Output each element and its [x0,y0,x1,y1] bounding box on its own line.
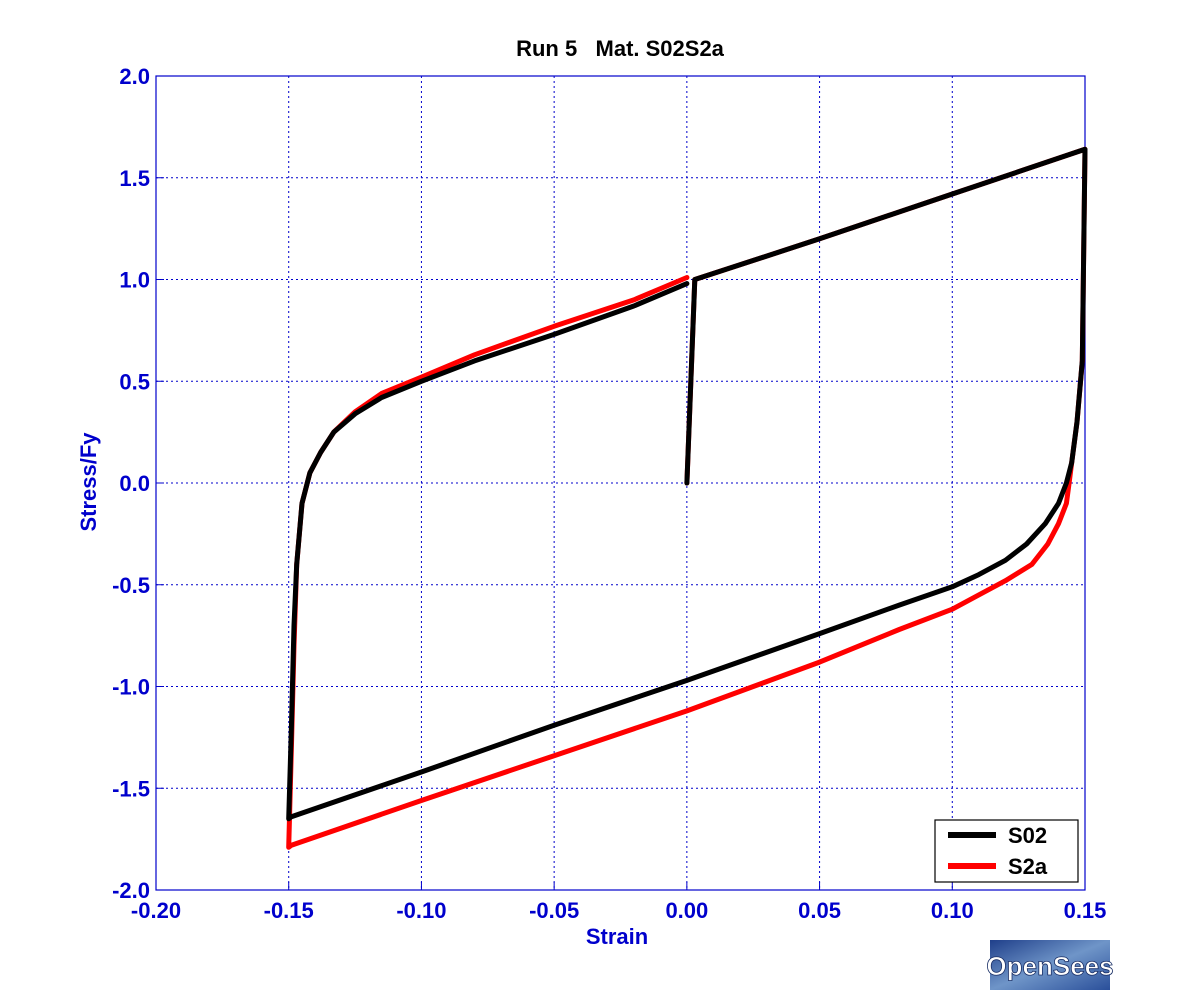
x-tick-label: 0.00 [665,898,708,923]
y-tick-label: 0.5 [119,369,150,394]
y-tick-label: -2.0 [112,878,150,903]
y-tick-label: -0.5 [112,573,150,598]
x-tick-label: -0.15 [264,898,314,923]
legend: S02 S2a [934,819,1079,883]
x-axis-title: Strain [586,924,648,949]
legend-label-s2a: S2a [1008,854,1048,879]
x-tick-label: -0.20 [131,898,181,923]
y-tick-label: 2.0 [119,64,150,89]
y-axis-title: Stress/Fy [76,432,101,532]
legend-box [934,819,1079,883]
legend-label-s02: S02 [1008,823,1047,848]
x-tick-label: -0.10 [396,898,446,923]
series-lines [286,146,1088,850]
logo-background [990,940,1110,990]
x-tick-label: 0.10 [931,898,974,923]
chart-title: Run 5 Mat. S02S2a [516,36,725,61]
x-axis-ticks: -0.20 -0.15 -0.10 -0.05 0.00 0.05 0.10 0.15 [131,882,1106,923]
y-tick-label: 1.0 [119,268,150,293]
x-tick-label: 0.05 [798,898,841,923]
x-tick-label: 0.15 [1064,898,1107,923]
logo-text: OpenSees [986,951,1113,981]
series-line-s02 [286,146,1088,822]
y-axis-ticks: -2.0 -1.5 -1.0 -0.5 0.0 0.5 1.0 1.5 2.0 [112,64,164,903]
y-tick-label: 1.5 [119,166,150,191]
x-tick-label: -0.05 [529,898,579,923]
y-tick-label: 0.0 [119,471,150,496]
y-tick-label: -1.0 [112,675,150,700]
y-tick-label: -1.5 [112,776,150,801]
opensees-logo: OpenSees [986,940,1114,990]
